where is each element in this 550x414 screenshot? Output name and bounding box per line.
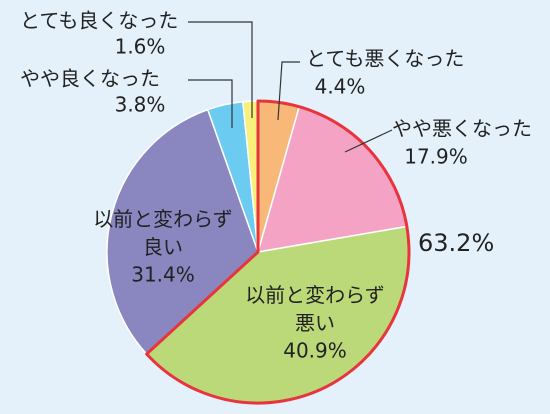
leader-line (344, 129, 393, 153)
annotation: 63.2% (418, 229, 494, 257)
value-label: 1.6% (115, 35, 166, 59)
category-label: 以前と変わらず悪い (245, 283, 385, 335)
category-label: とても良くなった (20, 9, 178, 33)
value-label: 17.9% (404, 145, 468, 169)
value-label: 3.8% (115, 93, 166, 117)
value-label: 4.4% (315, 75, 366, 99)
value-label: 40.9% (283, 339, 347, 363)
category-label: やや良くなった (20, 67, 160, 91)
pie-slice (106, 108, 259, 356)
leader-line (277, 61, 300, 121)
value-label: 31.4% (131, 263, 195, 287)
highlight-outline (145, 99, 411, 405)
category-label: とても悪くなった (306, 47, 464, 71)
leader-line (188, 21, 253, 118)
leader-line (188, 79, 233, 128)
category-label: 以前と変わらず良い (93, 207, 233, 259)
category-label: やや悪くなった (392, 117, 532, 141)
